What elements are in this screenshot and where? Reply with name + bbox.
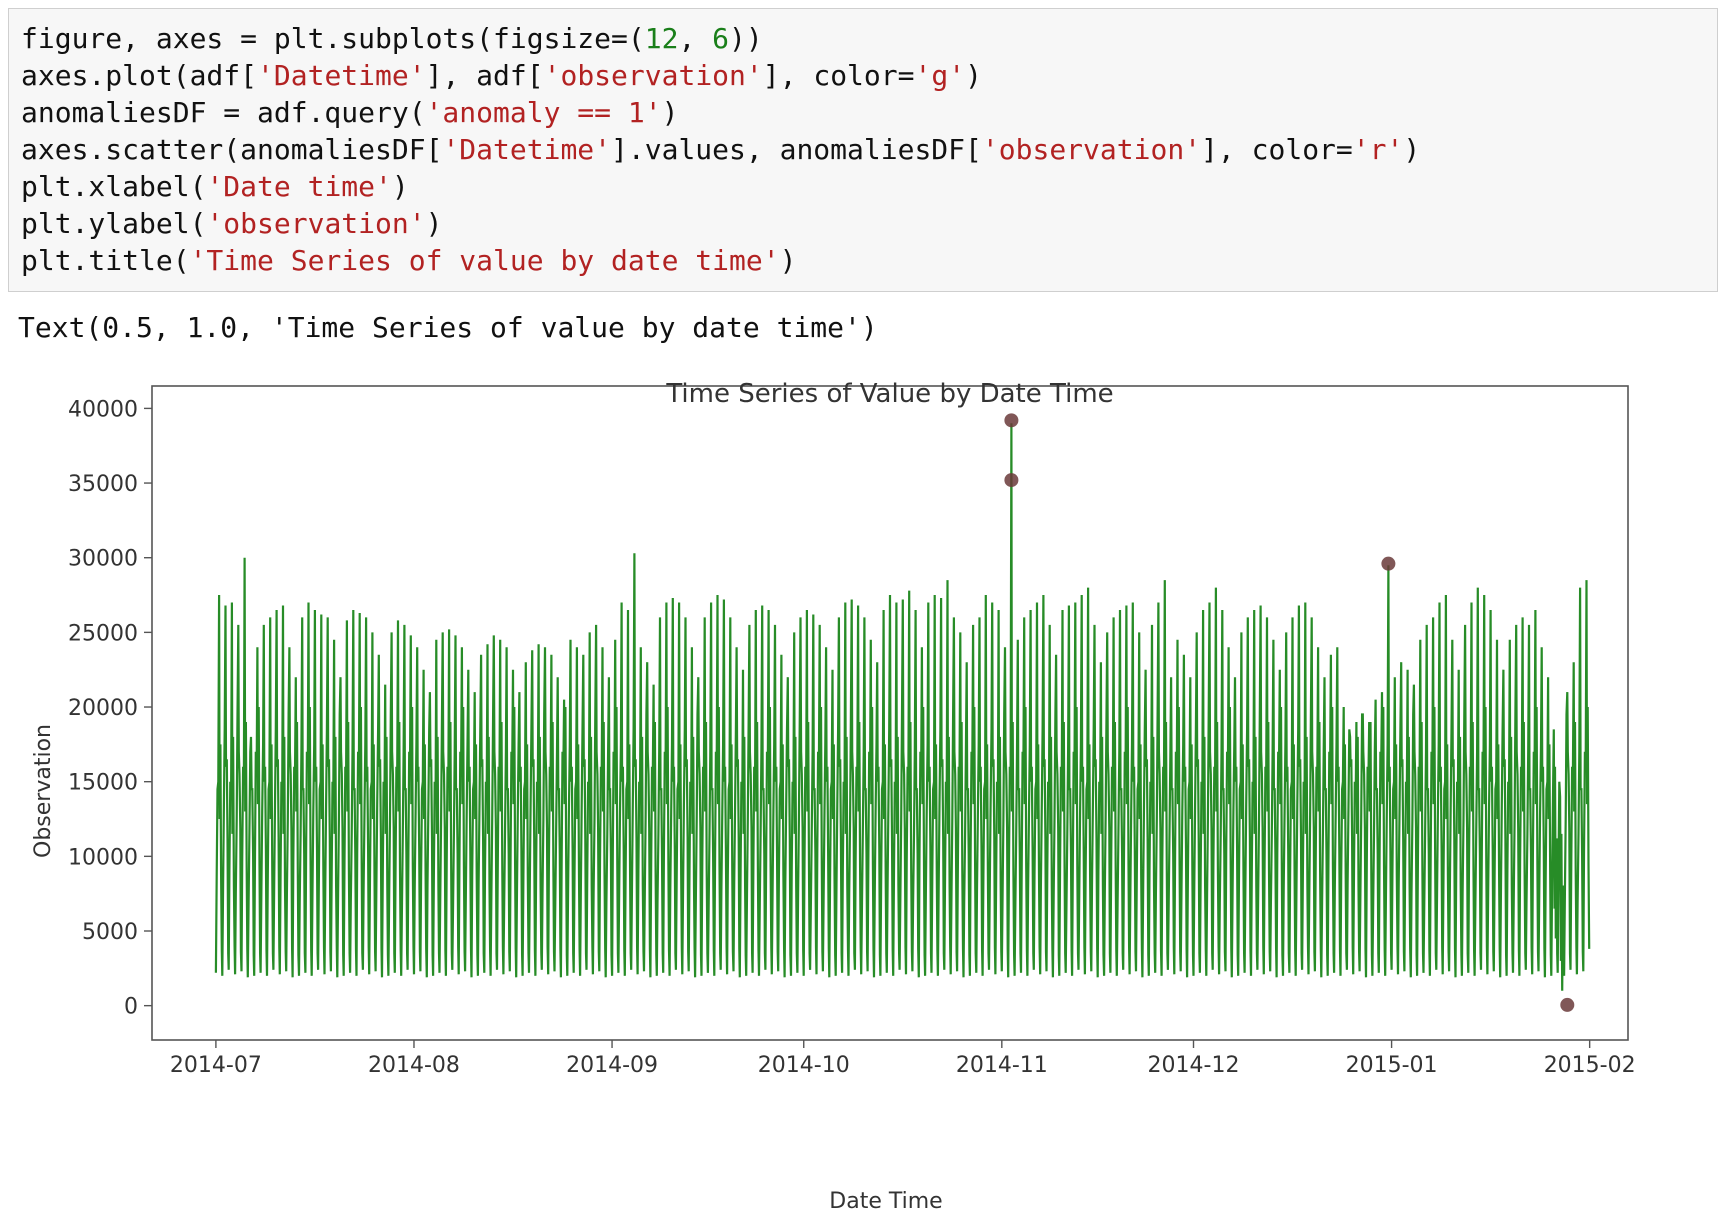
code-token: ], color=	[1201, 133, 1353, 166]
code-token: 'anomaly == 1'	[425, 96, 662, 129]
code-token: )	[661, 96, 679, 129]
x-tick-label: 2014-11	[956, 1053, 1048, 1078]
plot-frame	[151, 385, 1629, 1041]
output-text: Text(0.5, 1.0, 'Time Series of value by …	[18, 311, 878, 344]
code-token: )	[425, 207, 443, 240]
code-token: ], color=	[762, 59, 915, 92]
code-token: plt.xlabel(	[21, 170, 207, 203]
anomaly-point	[1381, 556, 1396, 571]
anomaly-point	[1004, 413, 1019, 428]
code-line: plt.title('Time Series of value by date …	[21, 243, 796, 279]
code-token: ], adf[	[425, 59, 544, 92]
code-line: axes.scatter(anomaliesDF['Datetime'].val…	[21, 132, 1420, 168]
y-tick-label: 25000	[68, 621, 138, 646]
code-line: figure, axes = plt.subplots(figsize=(12,…	[21, 21, 763, 57]
code-token: 6	[712, 22, 730, 55]
y-tick-label: 35000	[68, 472, 138, 497]
code-token: 'observation'	[981, 133, 1202, 166]
y-tick-label: 30000	[68, 547, 138, 572]
y-tick-label: 0	[124, 995, 138, 1020]
code-token: anomaliesDF = adf.query(	[21, 96, 426, 129]
code-token: axes.plot(adf[	[21, 59, 258, 92]
code-token: 'Date time'	[206, 170, 392, 203]
code-token: ,	[678, 22, 713, 55]
anomaly-point	[1560, 997, 1575, 1012]
observation-line	[214, 423, 1591, 991]
code-token: plt.ylabel(	[21, 207, 207, 240]
code-token: ))	[729, 22, 763, 55]
code-line: anomaliesDF = adf.query('anomaly == 1')	[21, 95, 678, 131]
chart-title: Time Series of Value by Date Time	[665, 379, 1113, 409]
code-token: 'g'	[914, 59, 966, 92]
y-tick-label: 10000	[68, 845, 138, 870]
axes: 0 5000 10000 15000 20000 25000 30000 35000 40000…	[68, 385, 1636, 1078]
code-token: ].values, anomaliesDF[	[611, 133, 982, 166]
code-token: 12	[644, 22, 679, 55]
code-token: )	[1403, 133, 1421, 166]
code-token: 'Time Series of value by date time'	[189, 244, 780, 277]
x-tick-label: 2014-12	[1148, 1053, 1240, 1078]
y-tick-label: 15000	[68, 771, 138, 796]
x-axis-label: Date Time	[829, 1189, 942, 1214]
code-line: plt.xlabel('Date time')	[21, 169, 409, 205]
code-token: )	[779, 244, 797, 277]
x-tick-label: 2014-09	[566, 1053, 658, 1078]
x-tick-label: 2014-10	[758, 1053, 850, 1078]
code-token: axes.scatter(anomaliesDF[	[21, 133, 443, 166]
chart-svg: 0 5000 10000 15000 20000 25000 30000 35000 40000…	[31, 379, 1636, 1214]
code-token: figure, axes = plt.subplots(figsize=(	[21, 22, 645, 55]
y-tick-label: 20000	[68, 696, 138, 721]
y-tick-label: 5000	[82, 920, 138, 945]
anomaly-point	[1004, 473, 1019, 488]
code-token: 'Datetime'	[442, 133, 612, 166]
x-tick-label: 2014-08	[368, 1053, 460, 1078]
code-token: 'observation'	[543, 59, 763, 92]
code-line: plt.ylabel('observation')	[21, 206, 442, 242]
code-line: axes.plot(adf['Datetime'], adf['observat…	[21, 58, 982, 94]
code-token: )	[965, 59, 982, 92]
code-token: 'Datetime'	[257, 59, 426, 92]
y-axis-label: Observation	[31, 724, 56, 858]
code-cell[interactable]: figure, axes = plt.subplots(figsize=(12,…	[8, 8, 1718, 292]
chart-container: 0 5000 10000 15000 20000 25000 30000 35000 40000…	[0, 370, 1725, 1215]
x-tick-label: 2015-02	[1544, 1053, 1636, 1078]
plot-area	[214, 413, 1591, 1012]
code-token: 'observation'	[206, 207, 426, 240]
code-token: 'r'	[1352, 133, 1404, 166]
x-tick-label: 2015-01	[1346, 1053, 1438, 1078]
code-token: plt.title(	[21, 244, 190, 277]
x-tick-label: 2014-07	[170, 1053, 262, 1078]
y-tick-label: 40000	[68, 397, 138, 422]
code-token: )	[391, 170, 409, 203]
